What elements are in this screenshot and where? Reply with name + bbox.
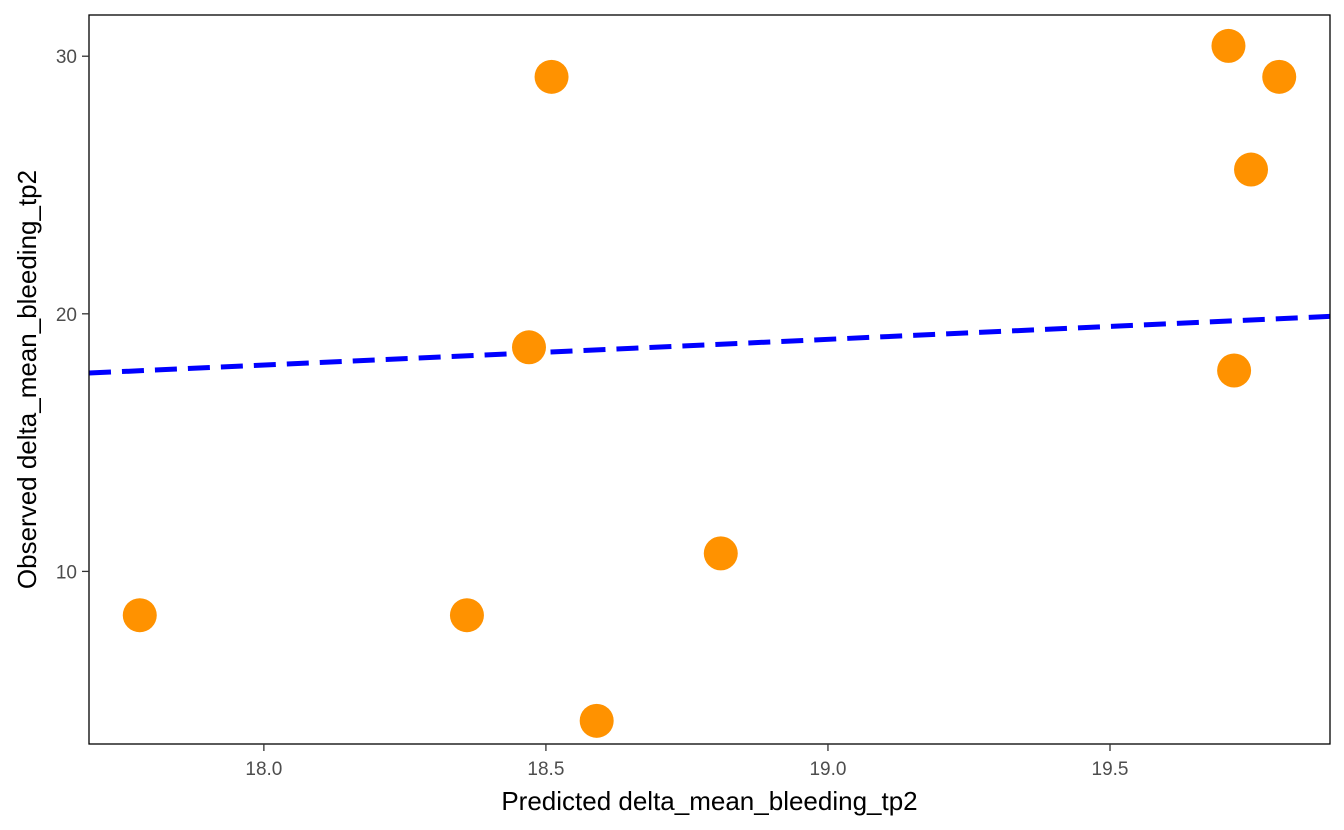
- data-point: [511, 330, 546, 365]
- data-point: [122, 598, 157, 633]
- x-axis-title: Predicted delta_mean_bleeding_tp2: [501, 786, 917, 816]
- data-point: [449, 598, 484, 633]
- x-tick-label: 18.5: [527, 759, 564, 780]
- data-point: [1234, 152, 1269, 187]
- x-axis: 18.0 18.5 19.0 19.5: [245, 744, 1128, 780]
- x-tick-label: 19.5: [1092, 759, 1129, 780]
- x-tick-label: 19.0: [809, 759, 846, 780]
- x-tick-label: 18.0: [245, 759, 282, 780]
- data-point: [1211, 28, 1246, 63]
- y-axis: 10 20 30: [56, 47, 89, 583]
- data-point: [1262, 59, 1297, 94]
- points-layer: [122, 28, 1297, 738]
- data-point: [534, 59, 569, 94]
- y-axis-title: Observed delta_mean_bleeding_tp2: [12, 170, 42, 589]
- data-point: [579, 703, 614, 738]
- y-tick-label: 30: [56, 47, 77, 68]
- data-point: [1217, 353, 1252, 388]
- fit-line: [89, 313, 1330, 376]
- plot-panel-border: [88, 14, 1331, 745]
- fit-line-layer: [89, 313, 1330, 376]
- y-tick-label: 10: [56, 562, 77, 583]
- data-point: [703, 536, 738, 571]
- y-tick-label: 20: [56, 305, 77, 326]
